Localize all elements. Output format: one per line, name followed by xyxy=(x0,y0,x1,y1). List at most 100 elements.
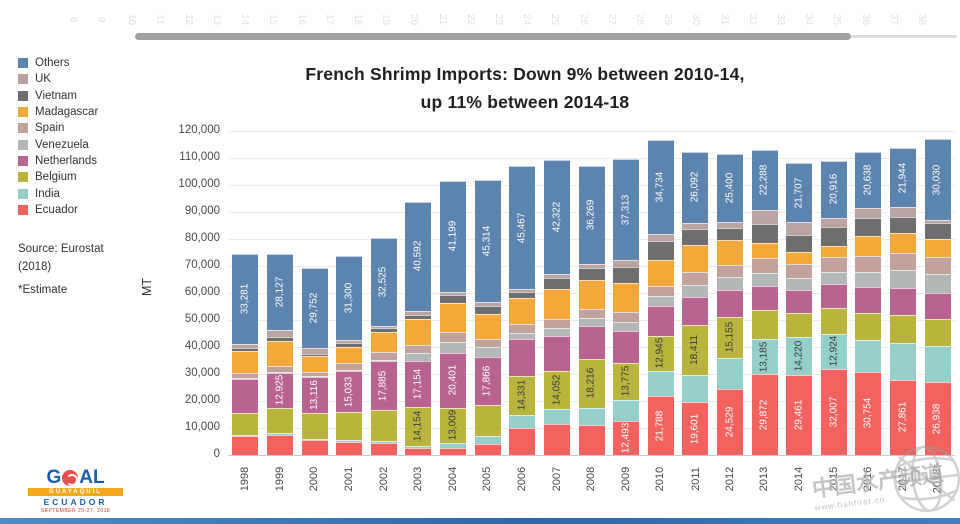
legend-swatch xyxy=(18,107,28,118)
goal-wordmark: G AL xyxy=(28,468,123,487)
bar-segment-spain xyxy=(924,256,951,275)
bar-segment-vietnam xyxy=(336,343,363,348)
bar-segment-vietnam xyxy=(301,353,328,357)
bar-segment-uk xyxy=(682,222,709,230)
bar-segment-spain xyxy=(855,255,882,273)
bar-column-2004: 41,199 20,401 13,009 xyxy=(440,180,467,455)
segment-label: 17,885 xyxy=(377,370,389,401)
legend-swatch xyxy=(18,155,28,166)
bar-segment-india xyxy=(647,370,674,397)
segment-label: 20,916 xyxy=(827,174,839,205)
x-tick-label-2006: 2006 xyxy=(516,466,529,492)
bar-segment-venezuela xyxy=(266,371,293,373)
bar-segment-madagascar xyxy=(820,245,847,257)
slide-number: 31 xyxy=(718,13,730,26)
y-tick-label: 10,000 xyxy=(184,421,220,433)
bar-segment-ecuador xyxy=(336,441,363,455)
bar-segment-venezuela xyxy=(232,378,259,379)
slide-number: 28 xyxy=(634,13,646,26)
segment-label: 45,467 xyxy=(516,212,528,243)
bar-segment-madagascar xyxy=(474,313,501,340)
bar-segment-venezuela xyxy=(509,332,536,340)
segment-label: 15,033 xyxy=(343,376,355,407)
slide-number: 12 xyxy=(182,13,194,26)
bar-segment-india: 14,220 xyxy=(786,337,813,376)
segment-label: 33,281 xyxy=(239,283,251,314)
bar-segment-india xyxy=(509,414,536,428)
source-line1: Source: Eurostat xyxy=(18,243,104,255)
y-tick-label: 80,000 xyxy=(184,232,220,244)
bar-segment-madagascar xyxy=(266,341,293,366)
bar-segment-netherlands xyxy=(232,378,259,414)
y-tick-label: 90,000 xyxy=(184,205,220,217)
bar-segment-netherlands xyxy=(855,286,882,313)
slide-number: 9 xyxy=(95,16,107,23)
bar-segment-vietnam xyxy=(370,328,397,332)
gridline xyxy=(228,131,955,132)
bar-segment-belgium: 14,331 xyxy=(509,375,536,415)
legend-label: Venezuela xyxy=(35,138,89,151)
x-tick-label-2008: 2008 xyxy=(585,466,598,492)
segment-label: 30,030 xyxy=(931,164,943,196)
bar-segment-uk xyxy=(440,291,467,295)
legend-swatch xyxy=(18,172,28,183)
bar-segment-spain xyxy=(509,324,536,333)
segment-label: 21,707 xyxy=(793,177,805,208)
bar-segment-ecuador xyxy=(578,425,605,455)
bar-segment-ecuador xyxy=(405,448,432,455)
bar-segment-india xyxy=(405,445,432,449)
bar-column-2015: 20,916 12,924 32,007 xyxy=(820,161,847,455)
bar-segment-vietnam xyxy=(613,267,640,284)
x-tick-label-2011: 2011 xyxy=(689,467,702,491)
segment-label: 22,288 xyxy=(758,164,770,196)
legend-label: Ecuador xyxy=(35,203,78,216)
bar-segment-uk xyxy=(232,343,259,349)
bar-column-2000: 29,752 13,116 xyxy=(301,268,328,455)
bar-segment-belgium: 12,945 xyxy=(647,335,674,371)
bar-segment-india xyxy=(924,345,951,383)
segment-label: 29,752 xyxy=(308,292,320,324)
segment-label: 20,401 xyxy=(447,364,459,396)
x-tick-label-2018: 2018* xyxy=(931,464,944,494)
bar-column-2008: 36,269 18,216 xyxy=(578,166,605,455)
bar-segment-belgium: 13,775 xyxy=(613,362,640,400)
slide-number: 17 xyxy=(323,13,335,26)
bar-segment-madagascar xyxy=(647,260,674,286)
x-tick-label-2002: 2002 xyxy=(377,466,390,492)
bar-segment-spain xyxy=(716,264,743,277)
bar-segment-venezuela xyxy=(924,274,951,294)
bar-segment-india xyxy=(266,433,293,435)
segment-label: 12,945 xyxy=(654,337,666,369)
bar-segment-venezuela xyxy=(336,370,363,372)
slide-number: 30 xyxy=(690,13,702,26)
bar-segment-vietnam xyxy=(786,234,813,253)
bar-segment-ecuador xyxy=(301,440,328,455)
segment-label: 17,154 xyxy=(412,368,424,400)
bar-segment-ecuador: 29,872 xyxy=(751,374,778,455)
segment-label: 13,116 xyxy=(308,380,320,410)
bar-segment-india xyxy=(716,357,743,389)
bar-segment-netherlands: 13,116 xyxy=(301,377,328,413)
bar-segment-india xyxy=(578,407,605,426)
segment-label: 17,866 xyxy=(481,365,493,397)
bar-segment-others: 20,638 xyxy=(855,152,882,208)
segment-label: 19,601 xyxy=(689,413,701,444)
bar-column-2014: 21,707 14,220 29,461 xyxy=(786,163,813,455)
bar-segment-ecuador: 21,788 xyxy=(647,396,674,455)
bar-segment-uk xyxy=(647,233,674,241)
bar-segment-venezuela xyxy=(578,318,605,327)
bar-segment-uk xyxy=(301,348,328,354)
legend-item-venezuela: Venezuela xyxy=(18,136,178,152)
bar-segment-india xyxy=(370,440,397,443)
scrollbar[interactable] xyxy=(135,33,851,40)
bar-segment-others: 30,030 xyxy=(924,139,951,221)
bar-segment-uk xyxy=(370,325,397,329)
bar-segment-others: 21,944 xyxy=(890,148,917,208)
bar-segment-others: 20,916 xyxy=(820,161,847,218)
bar-segment-madagascar xyxy=(716,240,743,265)
bar-segment-ecuador: 26,938 xyxy=(924,382,951,455)
bar-segment-spain xyxy=(405,344,432,353)
bar-segment-ecuador: 32,007 xyxy=(820,368,847,455)
bar-segment-others: 42,322 xyxy=(543,160,570,275)
bar-segment-vietnam xyxy=(405,315,432,320)
